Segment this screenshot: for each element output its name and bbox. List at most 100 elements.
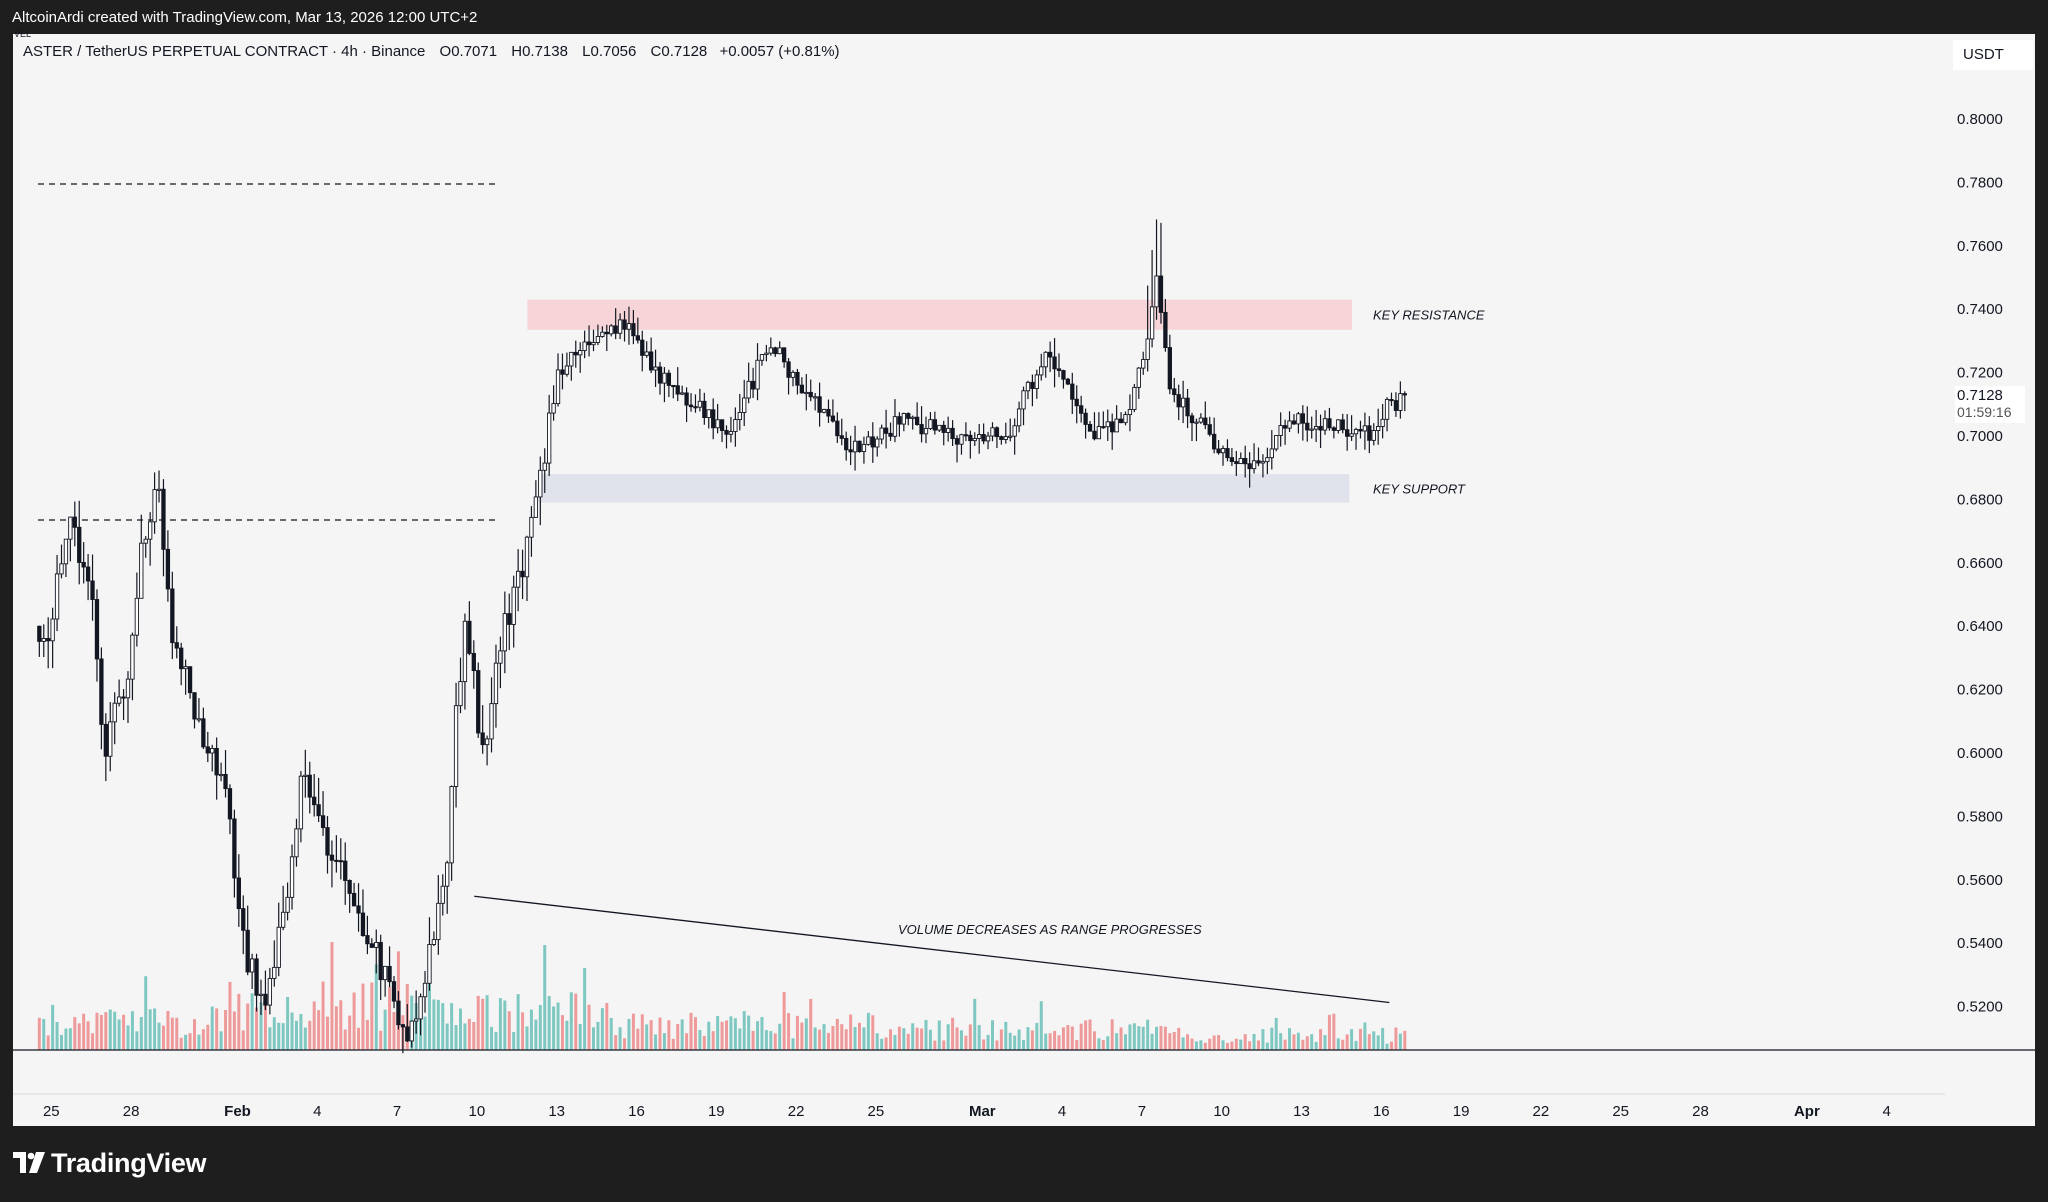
candle [174, 626, 179, 659]
candle [1012, 418, 1017, 455]
volume-bar [893, 1034, 897, 1050]
candle [449, 785, 454, 881]
volume-bar [277, 1022, 281, 1050]
volume-bar [733, 1018, 737, 1050]
volume-bar [343, 1029, 347, 1050]
volume-bar [787, 1013, 791, 1050]
candle [724, 425, 729, 449]
attribution-text: AltcoinArdi created with TradingView.com… [12, 9, 478, 26]
volume-bar [866, 1012, 870, 1050]
volume-indicator-label: VEL [14, 29, 32, 39]
candle [351, 882, 357, 907]
volume-bar [1332, 1013, 1336, 1050]
volume-bar [955, 1027, 959, 1050]
candle [418, 993, 423, 1036]
candle [170, 571, 175, 660]
candle-body [1256, 460, 1261, 464]
candle [879, 424, 884, 445]
volume-bar [605, 1003, 609, 1050]
candle [928, 412, 933, 431]
support-zone [538, 474, 1350, 503]
candle-body [835, 420, 840, 437]
volume-bar [1389, 1041, 1393, 1050]
candle-body [746, 380, 751, 399]
candle-body [919, 424, 924, 435]
candle-body [462, 620, 468, 683]
candle [1362, 412, 1368, 450]
candle [1061, 369, 1066, 389]
candle [622, 311, 627, 342]
candle-body [923, 428, 929, 435]
volume-bar [685, 1033, 689, 1050]
candle-body [954, 438, 960, 445]
candle-body [90, 580, 95, 600]
candle [604, 324, 609, 352]
candle-body [179, 647, 184, 670]
candle [165, 530, 171, 602]
volume-bar [117, 1019, 121, 1050]
candle [1327, 407, 1332, 431]
candle [201, 707, 206, 750]
volume-bar [365, 1019, 369, 1050]
volume-bar [77, 1023, 81, 1050]
volume-bar [1274, 1017, 1278, 1050]
candle [804, 374, 809, 411]
volume-bar [1256, 1040, 1260, 1050]
candle [316, 777, 321, 823]
tradingview-logo[interactable]: TradingView [13, 1146, 207, 1180]
candle-body [156, 488, 162, 491]
x-tick-label: Apr [1794, 1103, 1820, 1120]
volume-bar [889, 1029, 893, 1050]
candle [1092, 412, 1097, 441]
axis-layer: 0.8000 0.7800 0.7600 0.7400 0.7200 0.7000 0.68… [13, 111, 2003, 1120]
candle-body [675, 385, 680, 395]
candle [267, 967, 273, 1015]
candle-body [139, 542, 144, 599]
volume-trendline [474, 895, 1390, 1004]
volume-bar [1327, 1014, 1331, 1050]
currency-selector[interactable]: USDT [1953, 40, 2033, 70]
volume-bar [1194, 1041, 1198, 1050]
volume-bar [516, 994, 520, 1050]
volume-bar [450, 1003, 454, 1050]
candle-body [1353, 428, 1359, 435]
symbol-title[interactable]: ASTER / TetherUS PERPETUAL CONTRACT · 4h… [23, 43, 426, 60]
candle-body [693, 406, 698, 409]
candle-body [1371, 430, 1376, 441]
volume-bar [1283, 1039, 1287, 1050]
volume-bar [1022, 1039, 1026, 1050]
candle [108, 702, 113, 772]
volume-bar [379, 1030, 383, 1050]
candle-body [289, 856, 295, 898]
candle-body [241, 908, 246, 931]
candle-body [768, 347, 773, 354]
volume-bar [294, 1020, 298, 1050]
candle [1008, 418, 1013, 442]
volume-bar [467, 1018, 471, 1050]
x-tick-label: 10 [1213, 1103, 1230, 1120]
candle-body [688, 404, 694, 408]
chart-area[interactable] [13, 34, 2035, 1126]
candle [688, 393, 694, 412]
candle [1260, 454, 1266, 478]
candle-body [54, 573, 60, 620]
volume-bar [724, 1020, 728, 1050]
candle-body [914, 416, 920, 425]
candle [653, 349, 658, 387]
volume-bar [1199, 1040, 1203, 1050]
candle-body [1198, 417, 1204, 423]
candle [445, 860, 450, 914]
zones-layer: KEY RESISTANCE KEY SUPPORT [527, 299, 1485, 503]
candle [972, 432, 977, 446]
volume-bar [259, 1002, 263, 1050]
candle-body [37, 625, 42, 642]
volume-bar [303, 1027, 307, 1050]
volume-bar [51, 1004, 55, 1050]
volume-bar [108, 1009, 112, 1050]
candle [276, 902, 281, 977]
candle [54, 554, 60, 632]
candle-body [1025, 381, 1031, 392]
candle-body [715, 419, 720, 429]
candle [932, 411, 938, 435]
